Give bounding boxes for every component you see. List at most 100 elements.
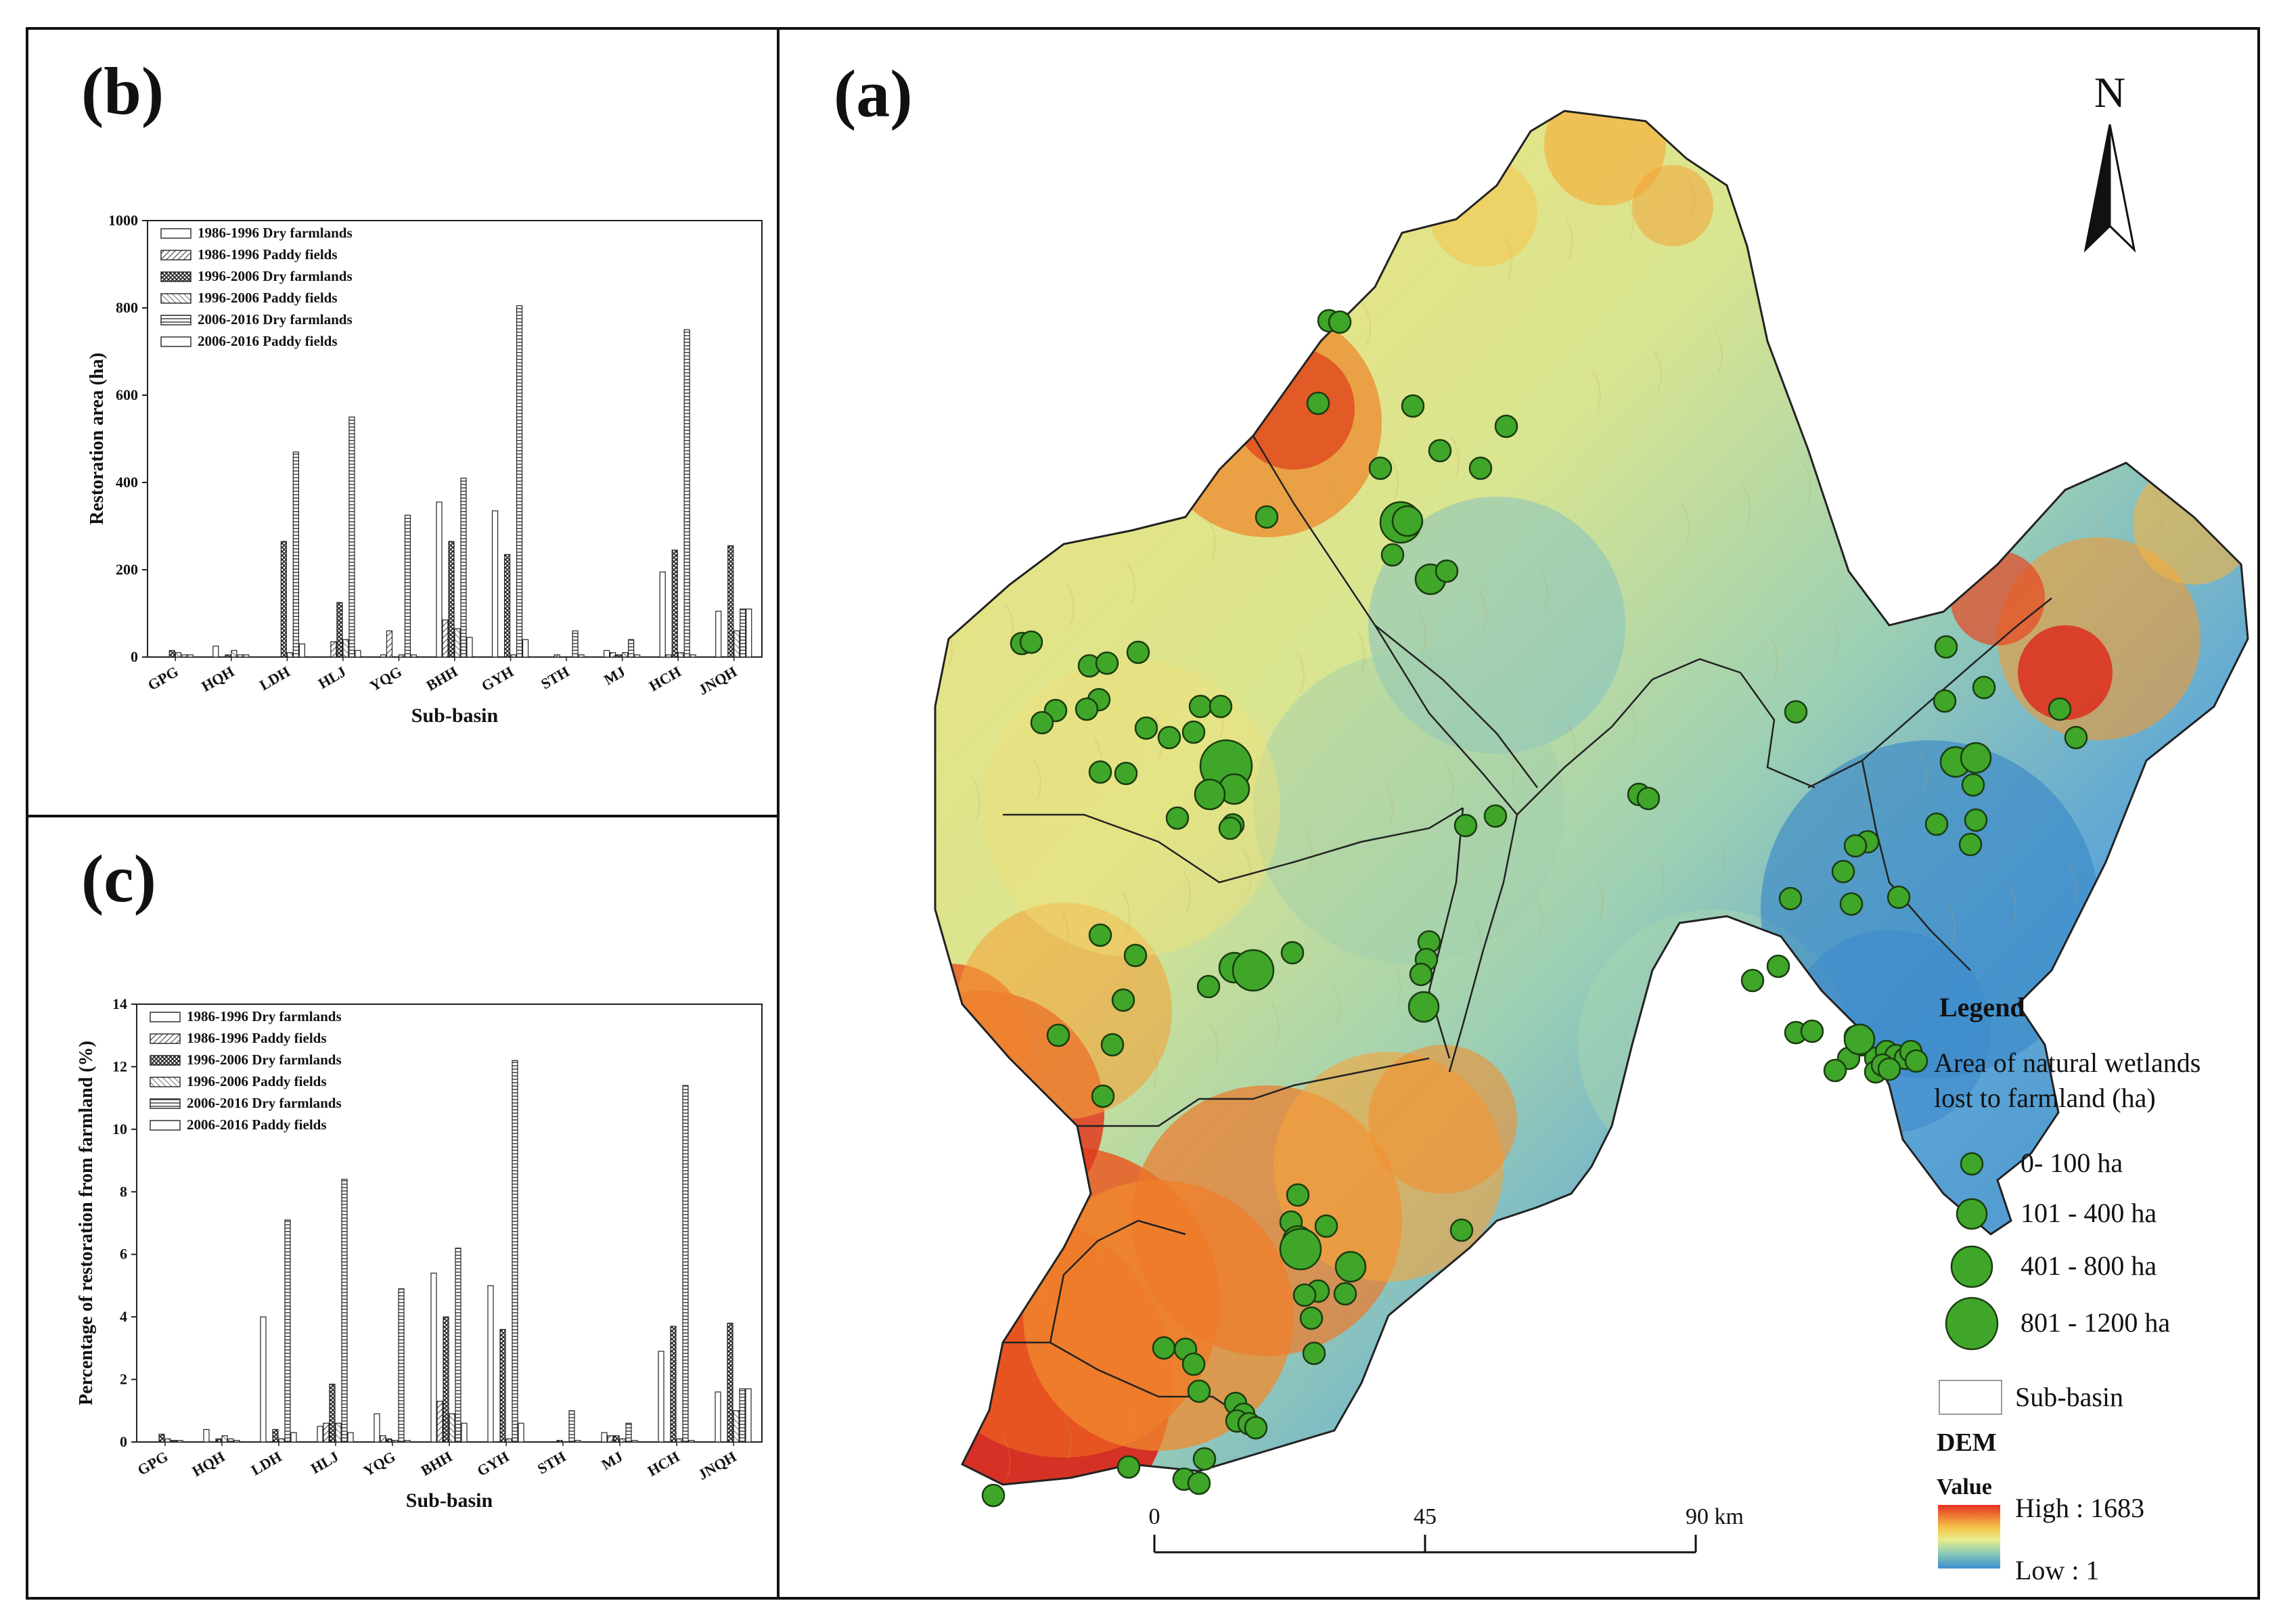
y-tick-label: 0 [120,1433,127,1450]
terrain-texture [1769,637,1778,680]
elevation-zone [1429,158,1537,267]
wetland-loss-marker [1134,716,1158,740]
terrain-texture [1625,196,1634,240]
wetland-loss-marker [1100,1033,1125,1057]
terrain-texture [1922,1256,1931,1299]
terrain-texture [2041,709,2050,752]
wetland-loss-marker [1877,1057,1901,1081]
legend-marker [1945,1296,1999,1351]
legend-label: 1996-2006 Paddy fields [198,290,338,306]
terrain-texture [1653,350,1662,393]
y-axis-label: Percentage of restoration from farmland … [76,1041,97,1405]
x-tick-label: LDH [256,663,293,694]
bar [386,1438,392,1443]
wetland-loss-marker [1766,954,1790,978]
terrain-texture [1476,1423,1485,1466]
wetland-loss-marker [1046,1023,1070,1047]
bar [355,650,361,658]
terrain-texture [1889,1430,1897,1473]
bar [518,1422,524,1443]
wetland-loss-marker [1126,640,1150,664]
wetland-loss-marker [1111,988,1135,1012]
terrain-texture [1570,1229,1579,1272]
bar [168,650,175,658]
y-tick-label: 200 [116,561,138,578]
sub-basin-boundary [1077,1057,1430,1127]
bar [158,1433,165,1443]
terrain-texture [2005,377,2014,420]
bar [516,305,523,658]
wetland-loss-marker [1368,456,1393,480]
terrain-texture [1947,903,1956,947]
terrain-texture [2035,1037,2044,1080]
bar [739,1388,746,1443]
wetland-loss-marker [1286,1183,1310,1207]
terrain-texture [1686,176,1695,219]
terrain-texture [1564,217,1573,260]
legend-subtitle: Area of natural wetlands [1934,1047,2201,1078]
dem-colorbar [1938,1505,2000,1569]
wetland-loss-marker [1933,689,1957,713]
terrain-texture [1864,443,1872,486]
terrain-texture [1504,237,1512,280]
terrain-texture [1977,223,1986,267]
terrain-texture [1714,330,1723,373]
terrain-texture [1537,1403,1545,1446]
terrain-texture [1775,309,1784,353]
bar [348,416,355,658]
panel-label: (b) [81,53,164,129]
wetland-loss-marker [1407,991,1440,1023]
sub-basin-boundary [1049,1219,1186,1343]
wetland-loss-marker [1314,1214,1338,1238]
terrain-texture [949,296,958,339]
legend-class-label: 401 - 800 ha [2021,1250,2157,1281]
bar [512,1060,518,1443]
terrain-texture [1833,1123,1842,1166]
wetland-loss-marker [1075,697,1099,721]
sub-basin-boundary [1003,807,1464,884]
wetland-loss-marker [1958,832,1983,857]
terrain-texture [1271,1003,1280,1046]
terrain-texture [1481,1096,1490,1139]
bar [237,654,244,658]
terrain-texture [1119,384,1127,427]
terrain-texture [1567,723,1576,766]
terrain-texture [1800,1296,1809,1340]
terrain-texture [941,117,950,160]
bar [522,639,529,658]
bar [568,1410,575,1443]
x-tick-label: HQH [189,1448,228,1480]
legend-subtitle: lost to farmland (ha) [1934,1083,2156,1113]
x-tick-label: LDH [248,1448,285,1479]
legend-label: 1996-2006 Dry farmlands [198,268,353,284]
legend-low: Low : 1 [2015,1555,2099,1585]
bar [505,1438,512,1443]
terrain-texture [1479,589,1487,633]
elevation-zone [2133,463,2248,585]
wetland-loss-marker [1292,1283,1317,1307]
x-tick-label: GYH [474,1448,512,1480]
bar [616,654,623,658]
wetland-loss-marker [1428,438,1452,463]
sub-basin-boundary [1374,625,1538,788]
terrain-texture [1008,1109,1016,1152]
north-arrow-icon [2108,124,2136,253]
legend-high: High : 1683 [2015,1493,2144,1523]
wetland-loss-marker [1435,559,1459,583]
panel-a: (a) N Legend Area of natural wetlands lost t… [777,27,2260,1600]
wetland-loss-marker [1299,1306,1324,1330]
terrain-texture [1240,343,1249,386]
wetland-loss-marker [1964,808,1988,832]
terrain-texture [1656,856,1665,899]
bar [171,1440,177,1443]
bar [233,1440,240,1443]
bar [448,541,455,658]
terrain-texture [1509,1249,1518,1292]
wetland-loss-marker [1740,968,1765,993]
legend-swatch [150,1098,181,1109]
wetland-loss-marker [1194,778,1226,811]
terrain-texture [1332,983,1340,1026]
wetland-loss-marker [1088,760,1112,784]
bar [225,654,231,658]
terrain-texture [1304,829,1313,872]
